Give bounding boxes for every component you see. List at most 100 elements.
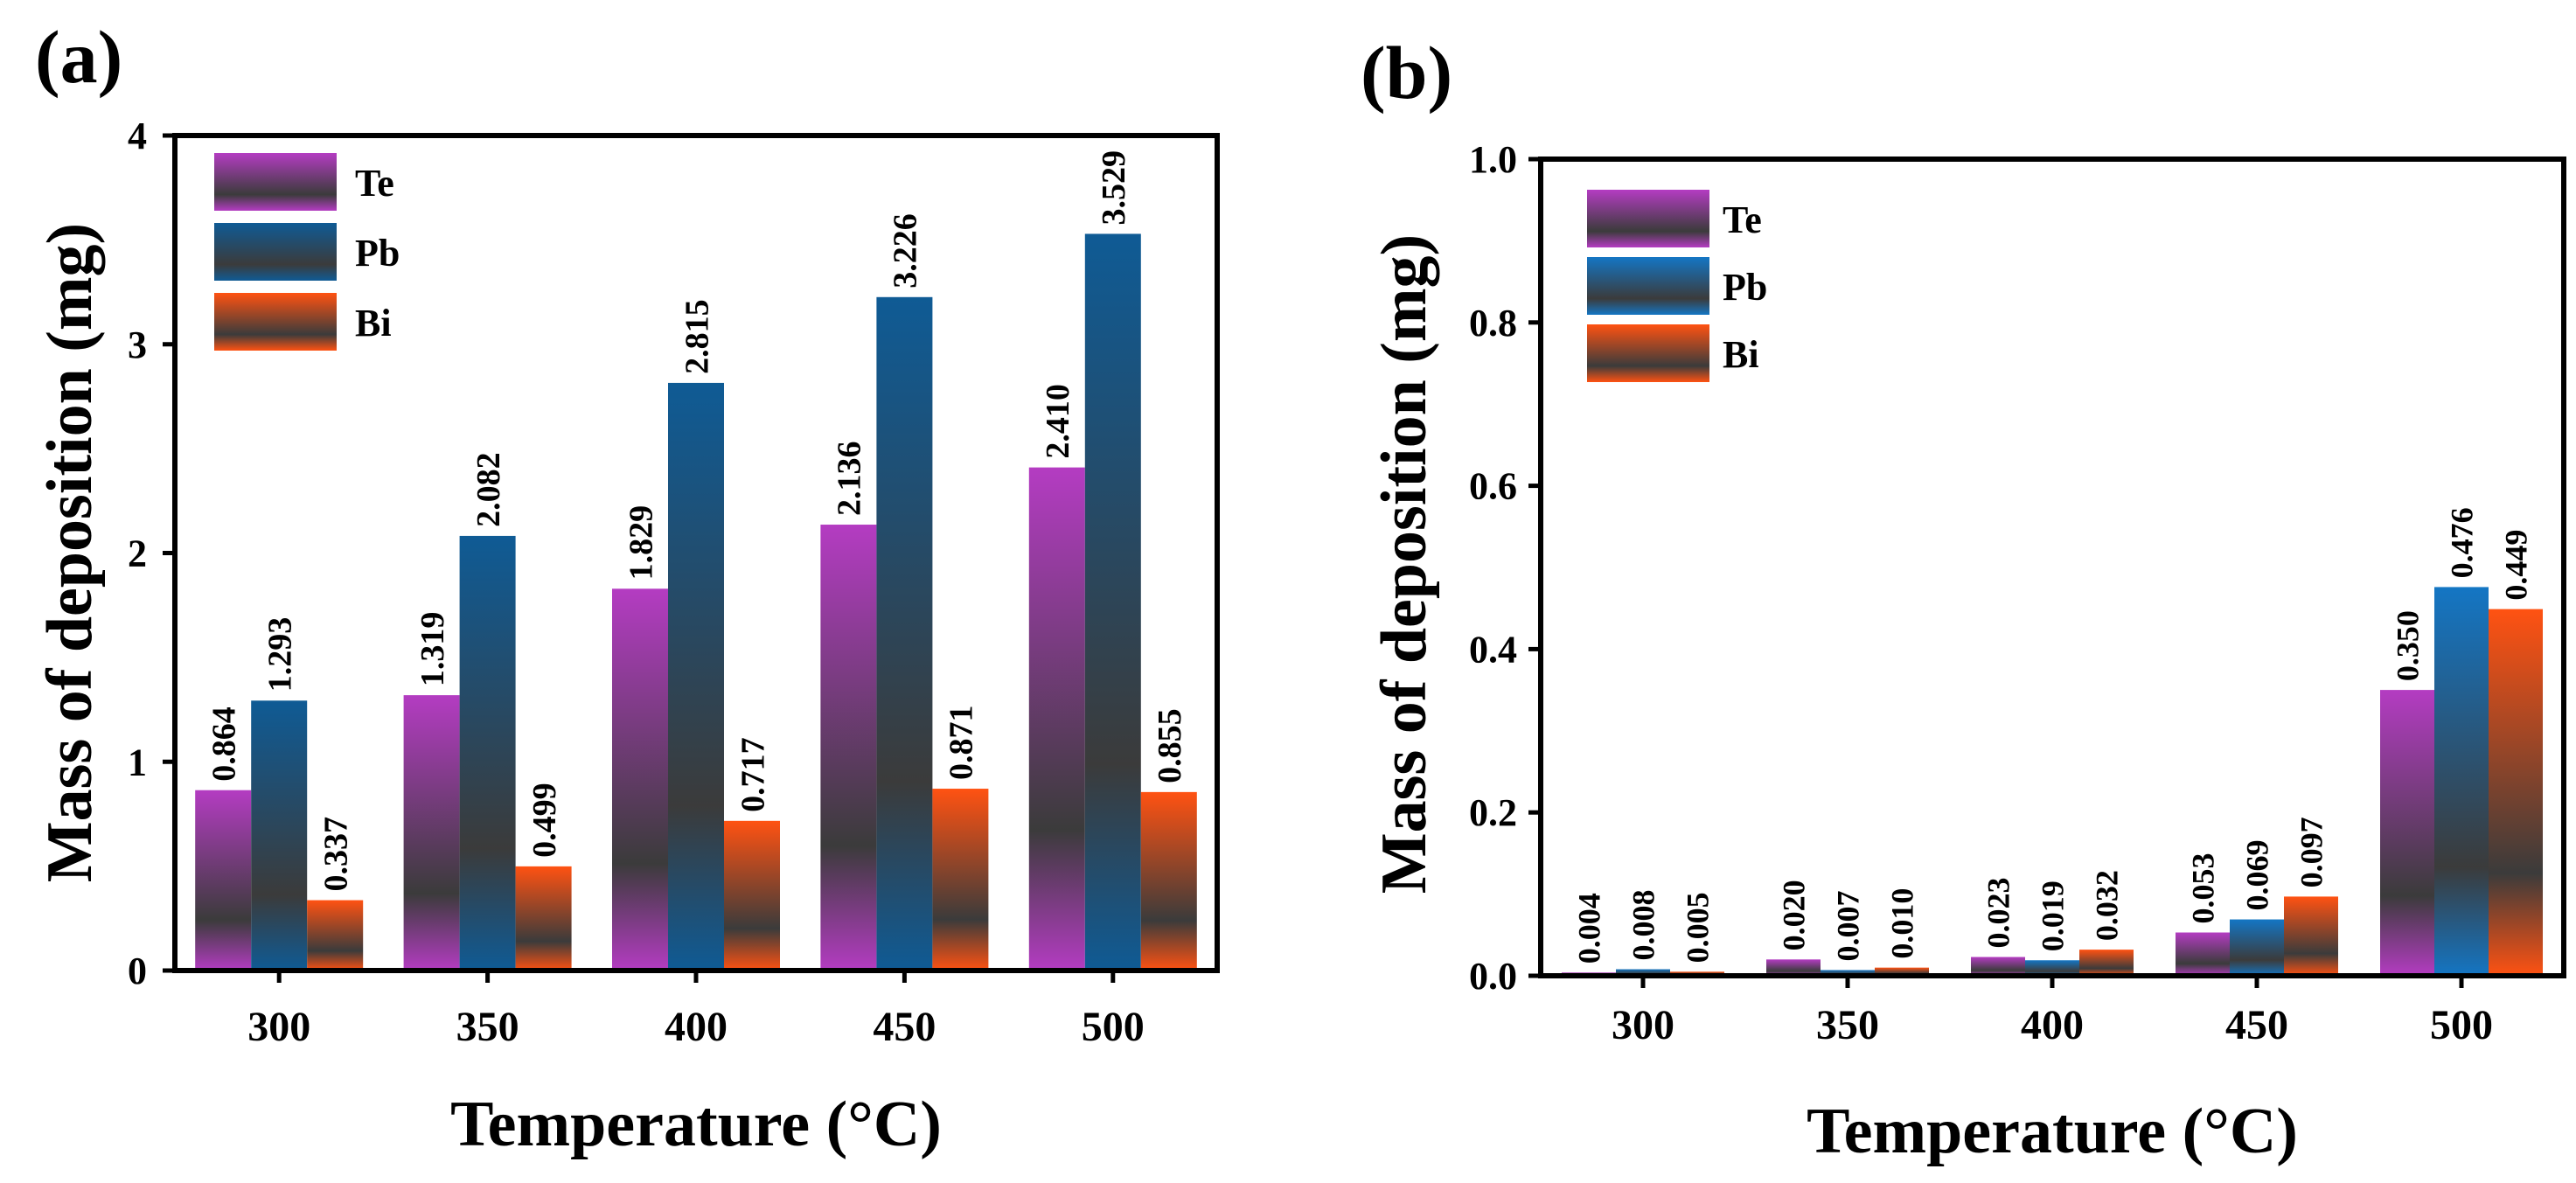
value-label-pb-400: 0.019	[2036, 880, 2071, 951]
y-tick-label: 4	[128, 115, 147, 157]
legend-swatch-pb	[1587, 257, 1709, 315]
x-tick-label: 350	[456, 1004, 519, 1050]
bar-pb-400	[668, 382, 724, 971]
bar-bi-300	[307, 900, 364, 971]
plot-frame	[1538, 157, 2566, 978]
value-label-bi-300: 0.337	[318, 817, 355, 892]
value-label-pb-450: 0.069	[2240, 840, 2275, 911]
x-tick-label: 300	[247, 1004, 310, 1050]
value-label-te-500: 0.350	[2391, 610, 2426, 681]
value-label-te-400: 0.023	[1981, 878, 2016, 949]
legend-label-bi: Bi	[355, 302, 392, 344]
value-label-bi-500: 0.855	[1152, 708, 1188, 783]
x-axis-label: Temperature (°C)	[450, 1089, 942, 1160]
bar-pb-450	[2230, 919, 2284, 976]
value-label-te-350: 1.319	[414, 612, 451, 687]
x-tick-label: 400	[2021, 1002, 2084, 1048]
bar-te-500	[1028, 467, 1085, 971]
value-label-bi-350: 0.499	[526, 783, 563, 858]
value-label-te-300: 0.864	[206, 706, 243, 782]
bar-bi-500	[2489, 609, 2543, 976]
value-label-pb-300: 0.008	[1626, 890, 1661, 961]
value-label-pb-450: 3.226	[888, 213, 924, 289]
legend-label-bi: Bi	[1723, 333, 1759, 376]
bar-bi-350	[515, 866, 572, 971]
legend-swatch-te	[214, 153, 337, 211]
value-label-bi-400: 0.717	[735, 737, 771, 812]
value-label-bi-350: 0.010	[1885, 888, 1920, 959]
bar-bi-400	[724, 820, 780, 971]
legend-label-pb: Pb	[355, 232, 400, 275]
value-label-pb-350: 2.082	[470, 452, 507, 527]
legend-label-te: Te	[355, 162, 394, 205]
bar-pb-400	[2025, 960, 2079, 976]
y-tick-label: 0.0	[1469, 955, 1517, 998]
legend-label-pb: Pb	[1723, 266, 1767, 309]
legend-label-te: Te	[1723, 198, 1762, 241]
legend-swatch-bi	[214, 293, 337, 351]
y-tick-label: 0.6	[1469, 465, 1517, 508]
y-tick-label: 0.8	[1469, 302, 1517, 344]
value-label-te-400: 1.829	[623, 505, 659, 581]
panel-label-b: (b)	[1361, 31, 1453, 115]
value-label-te-300: 0.004	[1572, 893, 1607, 964]
bar-bi-450	[2284, 896, 2338, 976]
bar-pb-350	[1821, 970, 1875, 976]
bar-te-450	[820, 525, 877, 971]
x-tick-label: 350	[1816, 1002, 1879, 1048]
bar-te-400	[1971, 957, 2025, 976]
y-axis-label: Mass of deposition (mg)	[34, 223, 106, 882]
bar-bi-400	[2079, 950, 2134, 976]
value-label-pb-400: 2.815	[679, 299, 715, 374]
y-tick-label: 2	[128, 532, 147, 575]
bar-pb-350	[459, 535, 516, 971]
chart-b: 0.004 0.008 0.005 300 0.020 0.007 0.010 350 0.02…	[1368, 138, 2566, 1167]
x-axis-label: Temperature (°C)	[1807, 1096, 2298, 1167]
y-tick-label: 1.0	[1469, 138, 1517, 181]
chart-a: 0.864 1.293 0.337 300 1.319 2.082 0.499 350 1.82…	[34, 115, 1220, 1160]
y-axis-label: Mass of deposition (mg)	[1368, 234, 1440, 894]
value-label-bi-450: 0.871	[943, 706, 980, 781]
value-label-bi-450: 0.097	[2294, 817, 2329, 887]
bar-te-300	[195, 790, 252, 971]
bar-te-350	[1766, 959, 1821, 976]
y-tick-label: 1	[128, 741, 147, 783]
x-tick-label: 450	[873, 1004, 936, 1050]
bar-bi-350	[1875, 967, 1929, 976]
value-label-te-500: 2.410	[1040, 384, 1076, 459]
x-tick-label: 500	[2430, 1002, 2493, 1048]
value-label-pb-500: 0.476	[2445, 507, 2480, 578]
bar-te-450	[2176, 932, 2230, 976]
bar-bi-450	[932, 789, 989, 971]
x-tick-label: 500	[1082, 1004, 1145, 1050]
value-label-pb-300: 1.293	[262, 617, 299, 692]
x-tick-label: 400	[665, 1004, 728, 1050]
plot-frame	[172, 133, 1220, 973]
value-label-pb-500: 3.529	[1096, 150, 1132, 226]
y-tick-label: 0.4	[1469, 628, 1517, 671]
x-tick-label: 300	[1612, 1002, 1674, 1048]
y-tick-label: 0	[128, 950, 147, 992]
value-label-te-450: 0.053	[2186, 852, 2221, 923]
bar-te-350	[403, 695, 460, 971]
bar-pb-500	[2434, 587, 2489, 976]
value-label-bi-500: 0.449	[2499, 530, 2534, 601]
bar-pb-500	[1084, 233, 1141, 971]
bar-pb-300	[251, 700, 308, 971]
panel-label-a: (a)	[35, 15, 123, 99]
legend-swatch-pb	[214, 223, 337, 281]
y-tick-label: 0.2	[1469, 791, 1517, 834]
bar-pb-300	[1616, 969, 1670, 976]
bar-pb-450	[876, 296, 933, 971]
y-tick-label: 3	[128, 324, 147, 366]
value-label-pb-350: 0.007	[1831, 890, 1866, 961]
bar-bi-500	[1140, 791, 1197, 971]
value-label-te-350: 0.020	[1777, 880, 1812, 950]
value-label-bi-400: 0.032	[2090, 870, 2125, 941]
value-label-te-450: 2.136	[832, 442, 868, 516]
bar-te-500	[2380, 690, 2434, 976]
legend-swatch-bi	[1587, 324, 1709, 382]
value-label-bi-300: 0.005	[1681, 892, 1716, 963]
bar-te-400	[612, 588, 668, 971]
